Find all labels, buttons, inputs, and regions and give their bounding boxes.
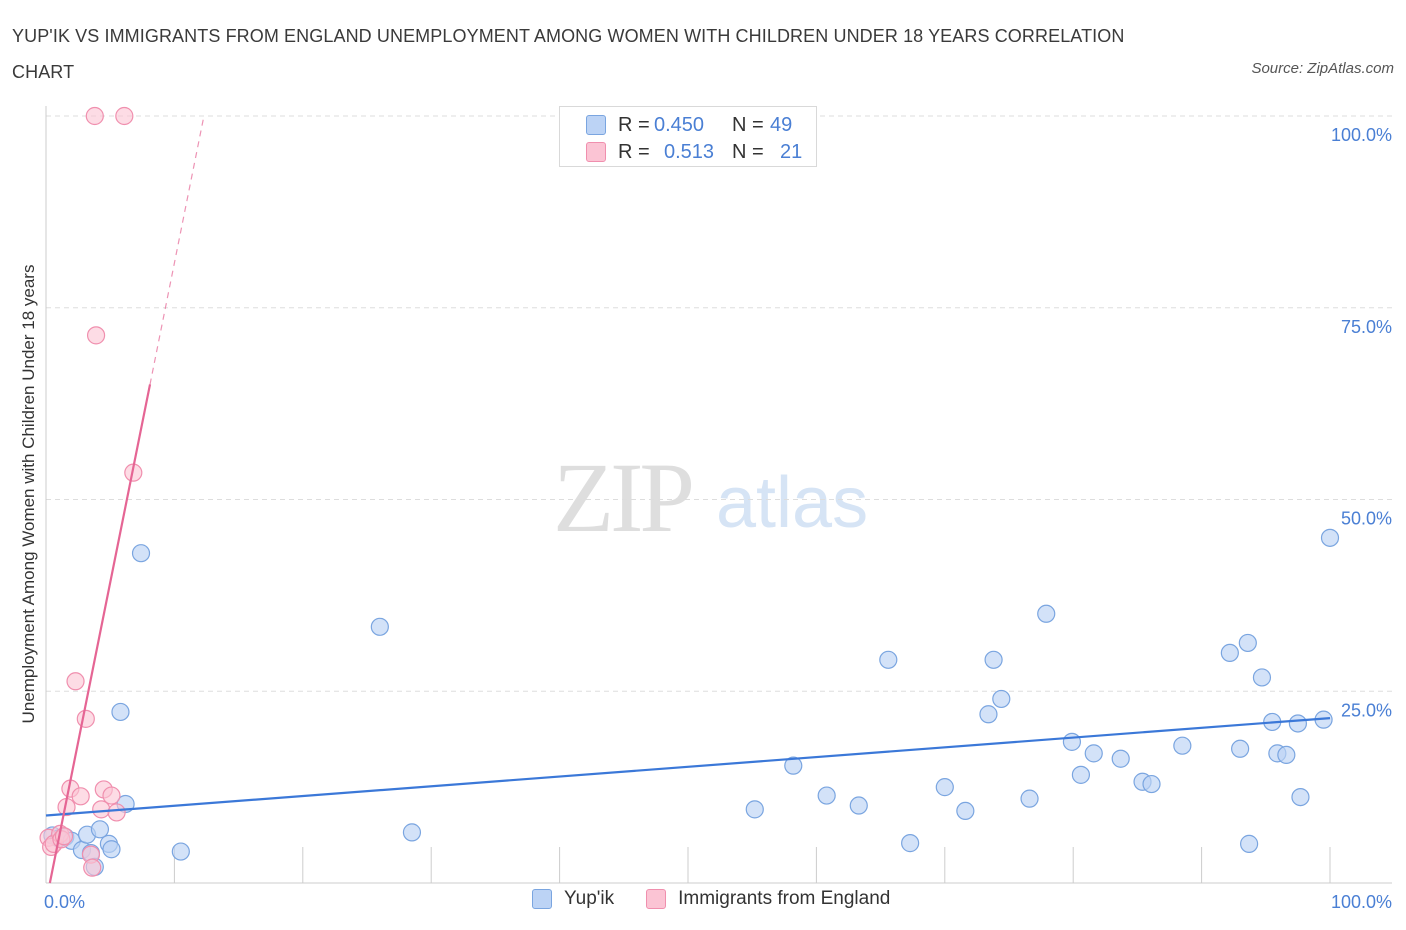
yupik-point	[1252, 668, 1272, 687]
y-axis-label: Unemployment Among Women with Children U…	[19, 265, 38, 724]
yupik-point	[984, 650, 1003, 669]
england-point	[102, 786, 121, 805]
yupik-point	[956, 801, 975, 821]
england-point	[85, 106, 104, 126]
england-point	[66, 672, 85, 691]
yupik-point	[979, 705, 998, 724]
yupik-point	[1277, 745, 1296, 765]
yupik-point	[171, 842, 190, 861]
legend-r-label: R =	[618, 113, 650, 136]
england-trend-line-extension	[149, 115, 205, 385]
yupik-point	[1231, 739, 1250, 758]
series-label-england: Immigrants from England	[678, 888, 891, 909]
yupik-point	[1142, 774, 1161, 794]
england-point	[115, 106, 134, 126]
yupik-point	[992, 689, 1011, 709]
yupik-point	[879, 650, 898, 669]
y-tick-label-75: 75.0%	[1341, 317, 1392, 337]
yupik-point	[1071, 765, 1091, 784]
legend-swatch-england	[586, 142, 606, 162]
yupik-point	[1111, 749, 1130, 768]
yupik-point	[1084, 744, 1103, 763]
yupik-point	[935, 778, 954, 797]
yupik-point	[1037, 604, 1056, 623]
england-point	[107, 803, 126, 822]
yupik-point	[131, 544, 151, 563]
yupik-point	[1238, 633, 1257, 653]
yupik-point	[1062, 732, 1082, 751]
legend-n-label: N =	[732, 113, 764, 136]
yupik-point	[1320, 528, 1340, 547]
yupik-point	[111, 702, 130, 722]
yupik-point	[1220, 643, 1239, 663]
yupik-point	[849, 796, 868, 815]
x-tick-label-0: 0.0%	[44, 892, 85, 912]
england-point	[71, 787, 90, 806]
legend-row-england: R = 0.513 N = 21	[586, 140, 802, 164]
y-tick-label-25: 25.0%	[1341, 700, 1392, 720]
legend-swatch-yupik	[586, 115, 606, 135]
yupik-point	[784, 756, 803, 775]
watermark-atlas: atlas	[716, 463, 869, 543]
yupik-point	[1240, 834, 1259, 853]
yupik-point	[370, 617, 389, 636]
england-point	[76, 709, 95, 728]
legend-r-value: 0.513	[664, 140, 715, 163]
series-label-yupik: Yup'ik	[564, 888, 615, 909]
watermark-zip: ZIP	[553, 442, 695, 553]
series-swatch-yupik	[532, 889, 552, 909]
yupik-point	[1288, 714, 1308, 733]
series-swatch-england	[646, 889, 667, 909]
y-tick-label-50: 50.0%	[1341, 509, 1392, 529]
legend-n-label: N =	[732, 140, 764, 163]
yupik-point	[745, 800, 764, 819]
legend-r-label: R =	[618, 140, 650, 163]
england-point	[83, 858, 102, 877]
legend-r-value: 0.450	[654, 113, 705, 136]
yupik-trend-line	[45, 716, 1331, 817]
yupik-point	[90, 820, 110, 839]
yupik-point	[1291, 787, 1310, 807]
legend-row-yupik: R = 0.450 N = 49	[586, 113, 792, 137]
yupik-point	[102, 840, 121, 859]
chart-title: YUP'IK VS IMMIGRANTS FROM ENGLAND UNEMPL…	[12, 26, 1125, 82]
legend-n-value: 21	[780, 140, 803, 163]
yupik-point	[1173, 736, 1192, 755]
yupik-point	[817, 786, 836, 805]
x-tick-label-100: 100.0%	[1331, 892, 1392, 912]
chart-source: Source: ZipAtlas.com	[1251, 60, 1394, 77]
y-tick-label-100: 100.0%	[1331, 125, 1392, 145]
yupik-point	[402, 823, 422, 842]
correlation-legend: R = 0.450 N = 49 R = 0.513 N = 21	[559, 106, 817, 167]
series-legend: Yup'ik Immigrants from England	[532, 888, 922, 910]
series-legend-yupik[interactable]: Yup'ik	[532, 888, 614, 910]
yupik-point	[901, 834, 920, 853]
series-legend-england[interactable]: Immigrants from England	[646, 888, 890, 910]
yupik-point	[1020, 789, 1039, 808]
england-trend-line	[48, 384, 152, 884]
england-point	[86, 326, 106, 345]
legend-n-value: 49	[770, 113, 793, 136]
